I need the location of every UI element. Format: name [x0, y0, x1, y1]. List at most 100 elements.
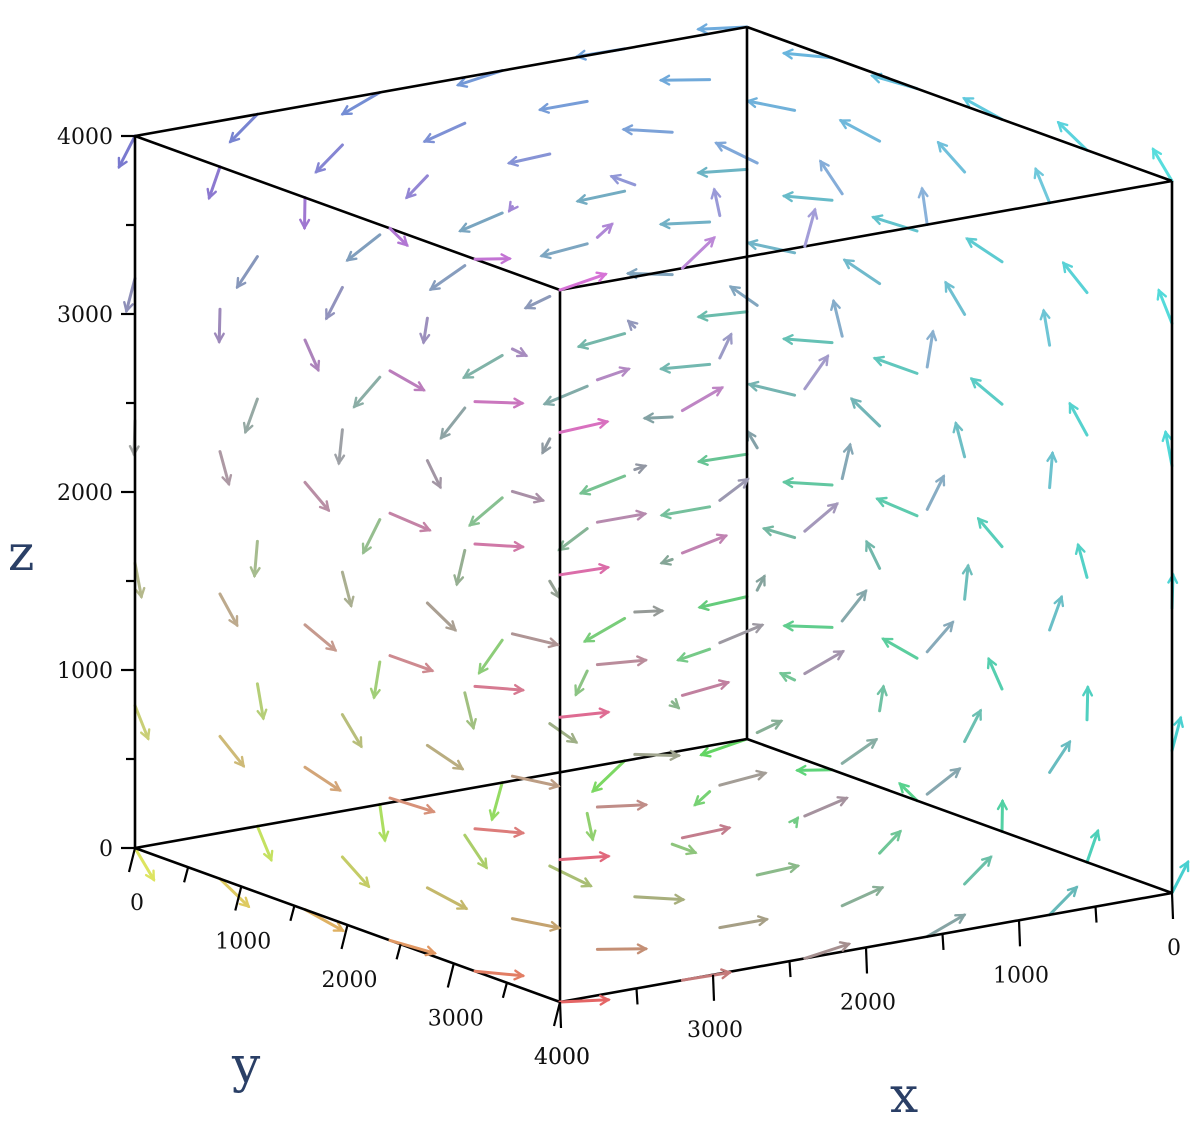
field-arrow [1151, 147, 1174, 183]
field-arrow-shaft [388, 938, 437, 955]
field-arrow-shaft [898, 782, 919, 803]
field-arrow-shaft [803, 650, 845, 676]
field-arrow-shaft [473, 684, 525, 692]
field-arrow-head [598, 563, 611, 575]
field-arrow-shaft [680, 680, 730, 697]
field-arrow [872, 355, 919, 375]
field-arrow-head [397, 235, 409, 247]
field-arrow [378, 802, 390, 843]
field-arrow-head [423, 804, 436, 815]
field-arrow-head [872, 885, 885, 896]
field-arrow-head [842, 258, 855, 270]
field-arrow-head [819, 159, 830, 172]
field-arrow-head [658, 362, 671, 374]
field-arrow-shaft [303, 623, 337, 652]
field-arrow [352, 375, 382, 409]
field-arrow-head [1151, 147, 1163, 160]
field-arrow [680, 236, 716, 270]
field-arrow-head [358, 876, 371, 889]
field-arrow [747, 380, 797, 397]
field-arrow-shaft [680, 971, 732, 982]
field-arrow [680, 679, 731, 697]
field-arrow-head [598, 707, 611, 719]
field-arrow-head [598, 851, 611, 863]
field-arrow-head [782, 620, 794, 632]
field-arrow [388, 226, 409, 247]
field-arrow-shaft [510, 917, 561, 930]
field-arrow-shaft [253, 539, 259, 578]
field-arrow [745, 97, 797, 112]
field-arrow-head [513, 684, 526, 695]
field-arrow-shaft [429, 264, 467, 291]
x-tick-label: 1000 [993, 963, 1049, 988]
field-arrow-shaft [558, 854, 610, 862]
field-arrow-head [123, 301, 134, 314]
field-arrow [803, 650, 846, 676]
field-arrow [463, 691, 477, 731]
field-arrow [473, 253, 512, 265]
field-arrow-head [659, 555, 672, 566]
z-tick-label: 2000 [57, 481, 113, 506]
bounding-box [133, 25, 1174, 1004]
field-arrow-shaft [746, 99, 797, 112]
field-arrow-shaft [1048, 740, 1072, 774]
field-arrow [1074, 542, 1089, 579]
field-arrow-head [455, 77, 469, 88]
box-edge [746, 737, 1173, 895]
x-tick-label: 3000 [687, 1018, 743, 1043]
field-arrow-shaft [832, 299, 844, 338]
field-arrow-head [943, 620, 955, 633]
field-arrow-head [134, 586, 146, 600]
field-arrow-shaft [659, 362, 712, 371]
field-arrow [585, 811, 597, 842]
x-tick [864, 947, 869, 974]
field-arrow-head [1082, 684, 1094, 697]
field-arrow-head [936, 140, 949, 153]
field-arrow-shaft [540, 242, 589, 258]
y-tick-label: 2000 [322, 968, 378, 993]
field-arrow [235, 255, 259, 290]
field-arrow [830, 298, 844, 338]
field-arrow [595, 222, 614, 239]
field-arrow [838, 119, 882, 143]
field-arrow-head [500, 253, 512, 265]
field-arrow-shaft [925, 474, 946, 511]
field-arrow [1082, 684, 1094, 722]
field-arrow-head [1061, 261, 1074, 274]
field-arrow-head [1068, 401, 1079, 414]
field-arrow-shaft [925, 913, 966, 939]
field-arrow [781, 334, 834, 345]
field-arrow-shaft [577, 332, 627, 349]
field-arrow-shaft [1048, 451, 1054, 490]
field-arrow-head [314, 162, 326, 174]
y-minor-tick [395, 944, 402, 960]
y-tick-label: 0 [130, 891, 144, 916]
field-arrow [1061, 261, 1089, 295]
field-arrow-shaft [378, 802, 387, 842]
field-arrow-head [453, 574, 465, 587]
field-arrow [299, 196, 311, 231]
field-arrow-head [523, 299, 537, 310]
y-axis-title: y [231, 1036, 261, 1094]
field-arrow-head [228, 131, 241, 144]
field-arrow-head [574, 684, 585, 697]
field-arrow-head [836, 796, 849, 807]
field-arrow-shaft [819, 159, 844, 196]
x-tick [711, 974, 716, 1001]
field-arrow [537, 99, 589, 114]
field-arrow-shaft [670, 842, 697, 855]
field-arrow-head [352, 396, 364, 409]
field-arrow-shaft [468, 496, 504, 527]
field-arrow-shaft [340, 855, 371, 888]
field-arrow-shaft [585, 811, 595, 841]
field-arrow-head [422, 662, 435, 674]
field-arrow-shaft [405, 174, 429, 199]
field-arrow-shaft [712, 188, 722, 218]
field-arrow [218, 734, 246, 768]
field-arrow [578, 474, 627, 496]
field-arrow-head [1089, 828, 1101, 842]
field-arrow [761, 525, 797, 540]
field-arrow-head [962, 97, 975, 108]
field-arrow [548, 722, 579, 744]
field-arrow-shaft [558, 272, 607, 292]
